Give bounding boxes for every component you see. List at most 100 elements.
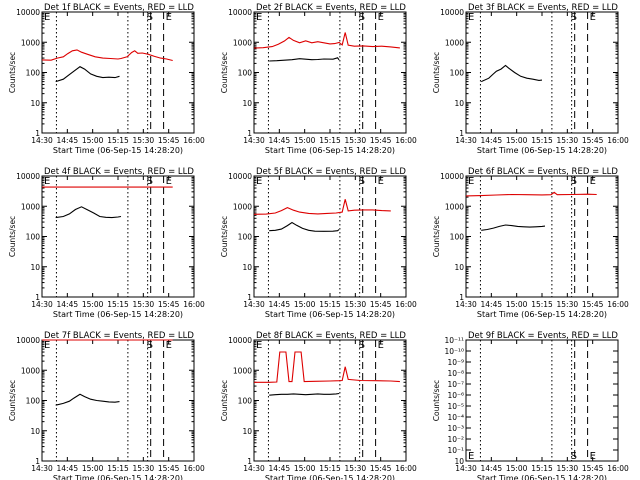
- series-events-line: [55, 206, 122, 219]
- x-tick-label: 14:30: [243, 136, 265, 145]
- x-axis-label: Start Time (06-Sep-15 14:28:20): [477, 474, 607, 480]
- y-tick-label: 10000: [228, 336, 252, 345]
- marker-label-e-left: E: [44, 176, 50, 187]
- x-tick-label: 16:00: [607, 136, 629, 145]
- x-tick-label: 14:30: [455, 464, 477, 473]
- series-events-line: [269, 57, 340, 62]
- y-tick-label: 100: [26, 397, 41, 406]
- x-tick-label: 15:30: [557, 136, 579, 145]
- x-tick-label: 16:00: [183, 136, 205, 145]
- series-events-line: [55, 393, 120, 406]
- x-tick-label: 14:45: [57, 464, 79, 473]
- x-tick-label: 15:15: [319, 300, 341, 309]
- x-tick-label: 15:30: [557, 464, 579, 473]
- y-tick-label: 10: [454, 457, 464, 466]
- marker-label-s: S: [571, 451, 577, 462]
- x-tick-label: 14:30: [455, 300, 477, 309]
- marker-label-e-right: E: [590, 12, 596, 23]
- y-tick-label: 1000: [233, 366, 252, 375]
- x-tick-label: 15:30: [133, 136, 155, 145]
- x-tick-label: 15:45: [370, 300, 392, 309]
- y-tick-label: 10: [30, 427, 40, 436]
- y-tick-label: 100: [26, 233, 41, 242]
- panel-det-7: Det 7f BLACK = Events, RED = LLD 14:30 14:…: [8, 331, 205, 480]
- y-tick-label: 10⁻³: [447, 424, 464, 433]
- x-tick-label: 16:00: [395, 464, 417, 473]
- y-axis-label: Counts/sec: [8, 52, 17, 93]
- x-tick-label: 15:30: [345, 300, 367, 309]
- x-axis-label: Start Time (06-Sep-15 14:28:20): [265, 474, 395, 480]
- x-tick-label: 15:15: [531, 136, 553, 145]
- x-tick-label: 14:45: [269, 300, 291, 309]
- y-tick-label: 10⁻⁷: [447, 380, 464, 389]
- marker-label-e-left: E: [468, 176, 474, 187]
- marker-label-e-left: E: [44, 340, 50, 351]
- panel-det-3: Det 3f BLACK = Events, RED = LLD 14:30 14:…: [432, 3, 629, 155]
- y-tick-label: 10⁻²: [447, 435, 464, 444]
- marker-label-e-right: E: [378, 176, 384, 187]
- y-tick-label: 1: [35, 457, 40, 466]
- y-tick-label: 10⁻¹¹: [444, 336, 464, 345]
- y-tick-label: 10: [30, 99, 40, 108]
- panel-title: Det 6f BLACK = Events, RED = LLD: [468, 167, 618, 177]
- panel-title: Det 7f BLACK = Events, RED = LLD: [44, 331, 194, 341]
- panel-det-8: Det 8f BLACK = Events, RED = LLD 14:30 14:…: [220, 331, 417, 480]
- series-events-line: [480, 64, 543, 83]
- y-tick-label: 10⁻¹⁰: [444, 347, 464, 356]
- series-lld-line: [41, 49, 173, 62]
- marker-label-s: S: [359, 12, 365, 23]
- y-tick-label: 10⁻⁸: [447, 369, 464, 378]
- y-tick-label: 10000: [228, 172, 252, 181]
- marker-label-s: S: [147, 176, 153, 187]
- y-tick-label: 10: [242, 99, 252, 108]
- y-tick-label: 1000: [21, 366, 40, 375]
- x-tick-label: 14:30: [31, 464, 53, 473]
- x-tick-label: 14:30: [31, 136, 53, 145]
- series-lld-line: [253, 32, 400, 49]
- x-tick-label: 16:00: [395, 136, 417, 145]
- y-tick-label: 100: [26, 69, 41, 78]
- y-tick-label: 1000: [21, 38, 40, 47]
- marker-label-s: S: [359, 176, 365, 187]
- panel-title: Det 4f BLACK = Events, RED = LLD: [44, 167, 194, 177]
- x-tick-label: 15:00: [506, 300, 528, 309]
- y-tick-label: 10⁻¹: [447, 446, 464, 455]
- x-tick-label: 14:30: [243, 300, 265, 309]
- x-tick-label: 16:00: [607, 464, 629, 473]
- x-tick-label: 15:45: [158, 464, 180, 473]
- panel-title: Det 8f BLACK = Events, RED = LLD: [256, 331, 406, 341]
- y-tick-label: 10000: [16, 336, 40, 345]
- y-tick-label: 1: [459, 129, 464, 138]
- marker-label-e-left: E: [256, 12, 262, 23]
- y-tick-label: 1: [35, 129, 40, 138]
- x-tick-label: 15:30: [557, 300, 579, 309]
- y-axis-label: Counts/sec: [432, 216, 441, 257]
- plot-frame: [253, 175, 407, 298]
- x-tick-label: 15:15: [319, 464, 341, 473]
- plot-frame: [465, 11, 619, 134]
- panel-title: Det 3f BLACK = Events, RED = LLD: [468, 3, 618, 13]
- y-axis-label: Counts/sec: [8, 216, 17, 257]
- x-tick-label: 15:00: [82, 464, 104, 473]
- x-tick-label: 15:45: [158, 300, 180, 309]
- marker-label-e-right: E: [378, 12, 384, 23]
- y-tick-label: 100: [238, 233, 253, 242]
- y-tick-label: 10⁻⁴: [447, 413, 464, 422]
- plot-frame: [41, 11, 195, 134]
- x-tick-label: 15:30: [133, 464, 155, 473]
- y-tick-label: 10: [242, 263, 252, 272]
- x-tick-label: 14:45: [269, 136, 291, 145]
- x-tick-label: 15:45: [582, 300, 604, 309]
- y-tick-label: 1000: [445, 202, 464, 211]
- y-tick-label: 1: [247, 129, 252, 138]
- y-tick-label: 1000: [233, 38, 252, 47]
- y-axis-label: Counts/sec: [432, 52, 441, 93]
- y-tick-label: 100: [238, 69, 253, 78]
- x-tick-label: 15:00: [82, 136, 104, 145]
- x-axis-label: Start Time (06-Sep-15 14:28:20): [477, 146, 607, 155]
- y-tick-label: 10000: [440, 8, 464, 17]
- y-tick-label: 10⁻⁵: [447, 402, 464, 411]
- y-tick-label: 10000: [440, 172, 464, 181]
- marker-label-e-left: E: [256, 340, 262, 351]
